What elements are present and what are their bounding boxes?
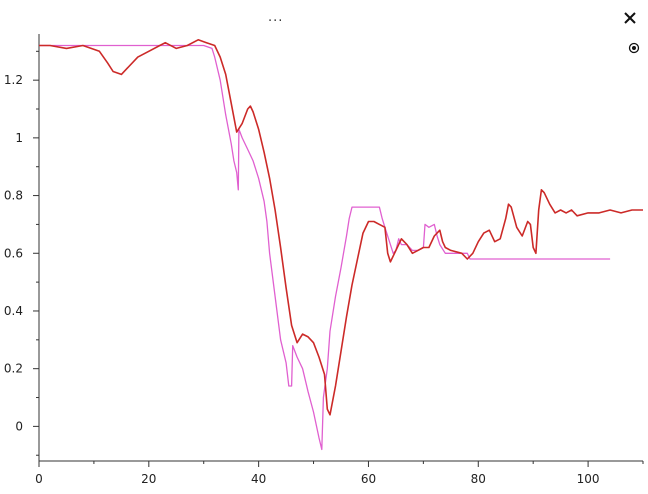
x-tick-label: 40 <box>251 472 266 486</box>
series-line-1 <box>39 44 611 451</box>
y-tick-label: 0.6 <box>4 246 23 260</box>
y-tick-label: 0.4 <box>4 304 23 318</box>
y-tick-label: 0.2 <box>4 362 23 376</box>
y-tick-label: 1.2 <box>4 73 23 87</box>
chart-axes: 0 20 40 60 80 100 0 0.2 0.4 0.6 0.8 1 1.2 <box>4 34 644 486</box>
x-tick-label: 60 <box>361 472 376 486</box>
x-tick-label: 20 <box>141 472 156 486</box>
close-icon[interactable] <box>622 10 638 26</box>
series-line-2 <box>39 39 643 416</box>
x-tick-label: 100 <box>577 472 600 486</box>
x-tick-label: 80 <box>471 472 486 486</box>
x-tick-label: 0 <box>35 472 43 486</box>
chart-series-layer <box>39 39 643 451</box>
y-tick-label: 0.8 <box>4 189 23 203</box>
window-title: ... <box>268 10 284 25</box>
target-icon[interactable] <box>628 39 640 54</box>
y-tick-label: 0 <box>15 419 23 433</box>
y-tick-label: 1 <box>15 131 23 145</box>
